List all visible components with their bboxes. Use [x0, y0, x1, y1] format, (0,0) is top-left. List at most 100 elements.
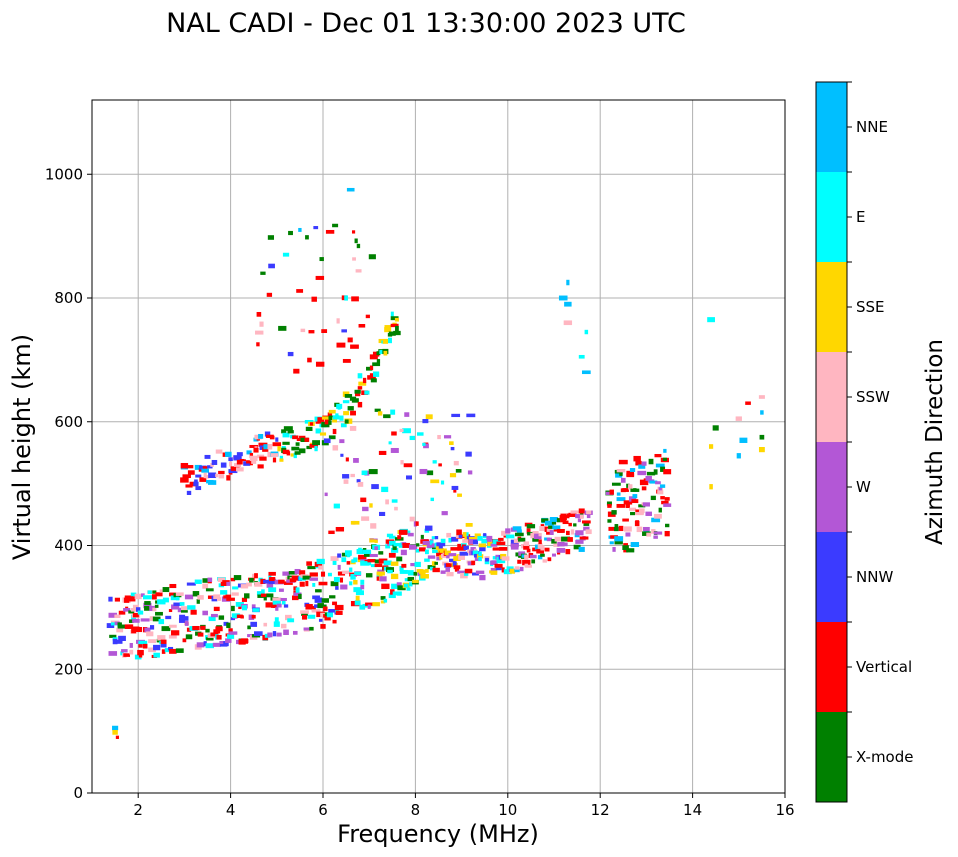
xmode-echo: [651, 529, 656, 534]
x-tick-label: 14: [683, 801, 702, 819]
multihop-echo: [218, 470, 225, 474]
xmode-echo: [653, 535, 658, 539]
scattered-echo: [325, 229, 335, 234]
xmode-echo: [626, 483, 630, 488]
trace-echo: [165, 615, 172, 620]
multihop-echo: [279, 458, 284, 462]
xmode-echo: [625, 503, 630, 509]
scattered-echo: [398, 529, 408, 535]
trace-echo: [320, 624, 326, 629]
trace-echo: [496, 557, 506, 564]
trace-echo: [560, 517, 567, 523]
xmode-echo: [633, 488, 637, 492]
trace-echo: [293, 592, 302, 596]
trace-echo: [549, 530, 554, 535]
scattered-echo: [288, 230, 293, 236]
trace-echo: [108, 612, 118, 618]
scattered-echo: [377, 411, 383, 416]
trace-echo: [300, 610, 309, 614]
colorbar-tick-label: W: [856, 478, 871, 496]
scattered-echo: [353, 458, 359, 463]
multihop-echo: [218, 474, 225, 479]
trace-echo: [305, 580, 309, 587]
trace-echo: [540, 545, 545, 551]
trace-echo: [492, 547, 500, 551]
trace-echo: [132, 604, 139, 609]
multihop-echo: [184, 465, 194, 469]
trace-echo: [408, 544, 418, 550]
multihop-echo: [239, 458, 245, 463]
multihop-echo: [230, 466, 240, 471]
scattered-echo: [305, 235, 309, 240]
scattered-echo: [426, 470, 434, 476]
xmode-echo: [651, 517, 661, 523]
trace-echo: [260, 578, 266, 584]
trace-echo: [205, 588, 214, 592]
multihop-echo: [180, 462, 189, 469]
trace-echo: [302, 575, 312, 580]
trace-echo: [335, 586, 339, 590]
scattered-echo: [361, 516, 370, 521]
trace-echo: [328, 609, 337, 613]
trace-echo: [499, 547, 508, 551]
trace-echo: [305, 604, 313, 610]
scattered-echo: [449, 473, 457, 478]
trace-echo: [197, 632, 204, 637]
multihop-echo: [372, 351, 380, 357]
scattered-echo: [451, 413, 461, 418]
multihop-echo: [287, 430, 294, 434]
trace-echo: [116, 639, 123, 644]
scattered-echo: [409, 516, 415, 522]
xmode-echo: [622, 518, 629, 522]
multihop-echo: [337, 404, 341, 410]
scattered-echo: [341, 329, 347, 333]
trace-echo: [202, 578, 208, 583]
multihop-echo: [328, 409, 336, 414]
multihop-echo: [199, 477, 207, 482]
trace-echo: [479, 547, 486, 552]
trace-echo: [556, 547, 566, 553]
trace-echo: [406, 587, 411, 591]
trace-echo: [147, 590, 152, 594]
trace-echo: [318, 618, 323, 622]
xmode-echo: [610, 535, 618, 539]
scattered-echo: [564, 301, 572, 307]
y-tick-label: 1000: [45, 165, 83, 183]
scattered-echo: [342, 474, 350, 479]
xmode-echo: [622, 545, 629, 551]
scattered-echo: [381, 486, 389, 493]
trace-echo: [568, 522, 572, 527]
trace-echo: [185, 634, 193, 640]
scattered-echo: [383, 414, 391, 419]
scattered-echo: [282, 252, 290, 257]
trace-echo: [184, 594, 194, 600]
trace-echo: [210, 613, 218, 618]
trace-echo: [521, 554, 527, 558]
trace-echo: [351, 559, 355, 563]
trace-echo: [383, 598, 388, 603]
trace-echo: [285, 614, 292, 621]
scattered-echo: [450, 446, 455, 451]
xmode-echo: [629, 507, 637, 511]
trace-echo: [220, 590, 228, 595]
trace-echo: [357, 557, 363, 563]
multihop-echo: [384, 327, 392, 333]
scattered-echo: [425, 525, 433, 531]
multihop-echo: [357, 373, 363, 379]
trace-echo: [440, 570, 446, 574]
trace-echo: [374, 559, 383, 564]
trace-echo: [512, 526, 522, 531]
trace-echo: [175, 592, 184, 596]
scattered-echo: [332, 445, 339, 451]
trace-echo: [538, 539, 542, 545]
trace-echo: [526, 548, 531, 553]
scattered-echo: [360, 497, 367, 503]
trace-echo: [168, 634, 177, 639]
trace-echo: [490, 570, 498, 575]
multihop-echo: [243, 461, 251, 466]
multihop-echo: [195, 474, 202, 478]
trace-echo: [287, 618, 295, 623]
trace-echo: [233, 575, 242, 581]
scattered-echo: [378, 450, 387, 455]
trace-echo: [117, 624, 127, 629]
